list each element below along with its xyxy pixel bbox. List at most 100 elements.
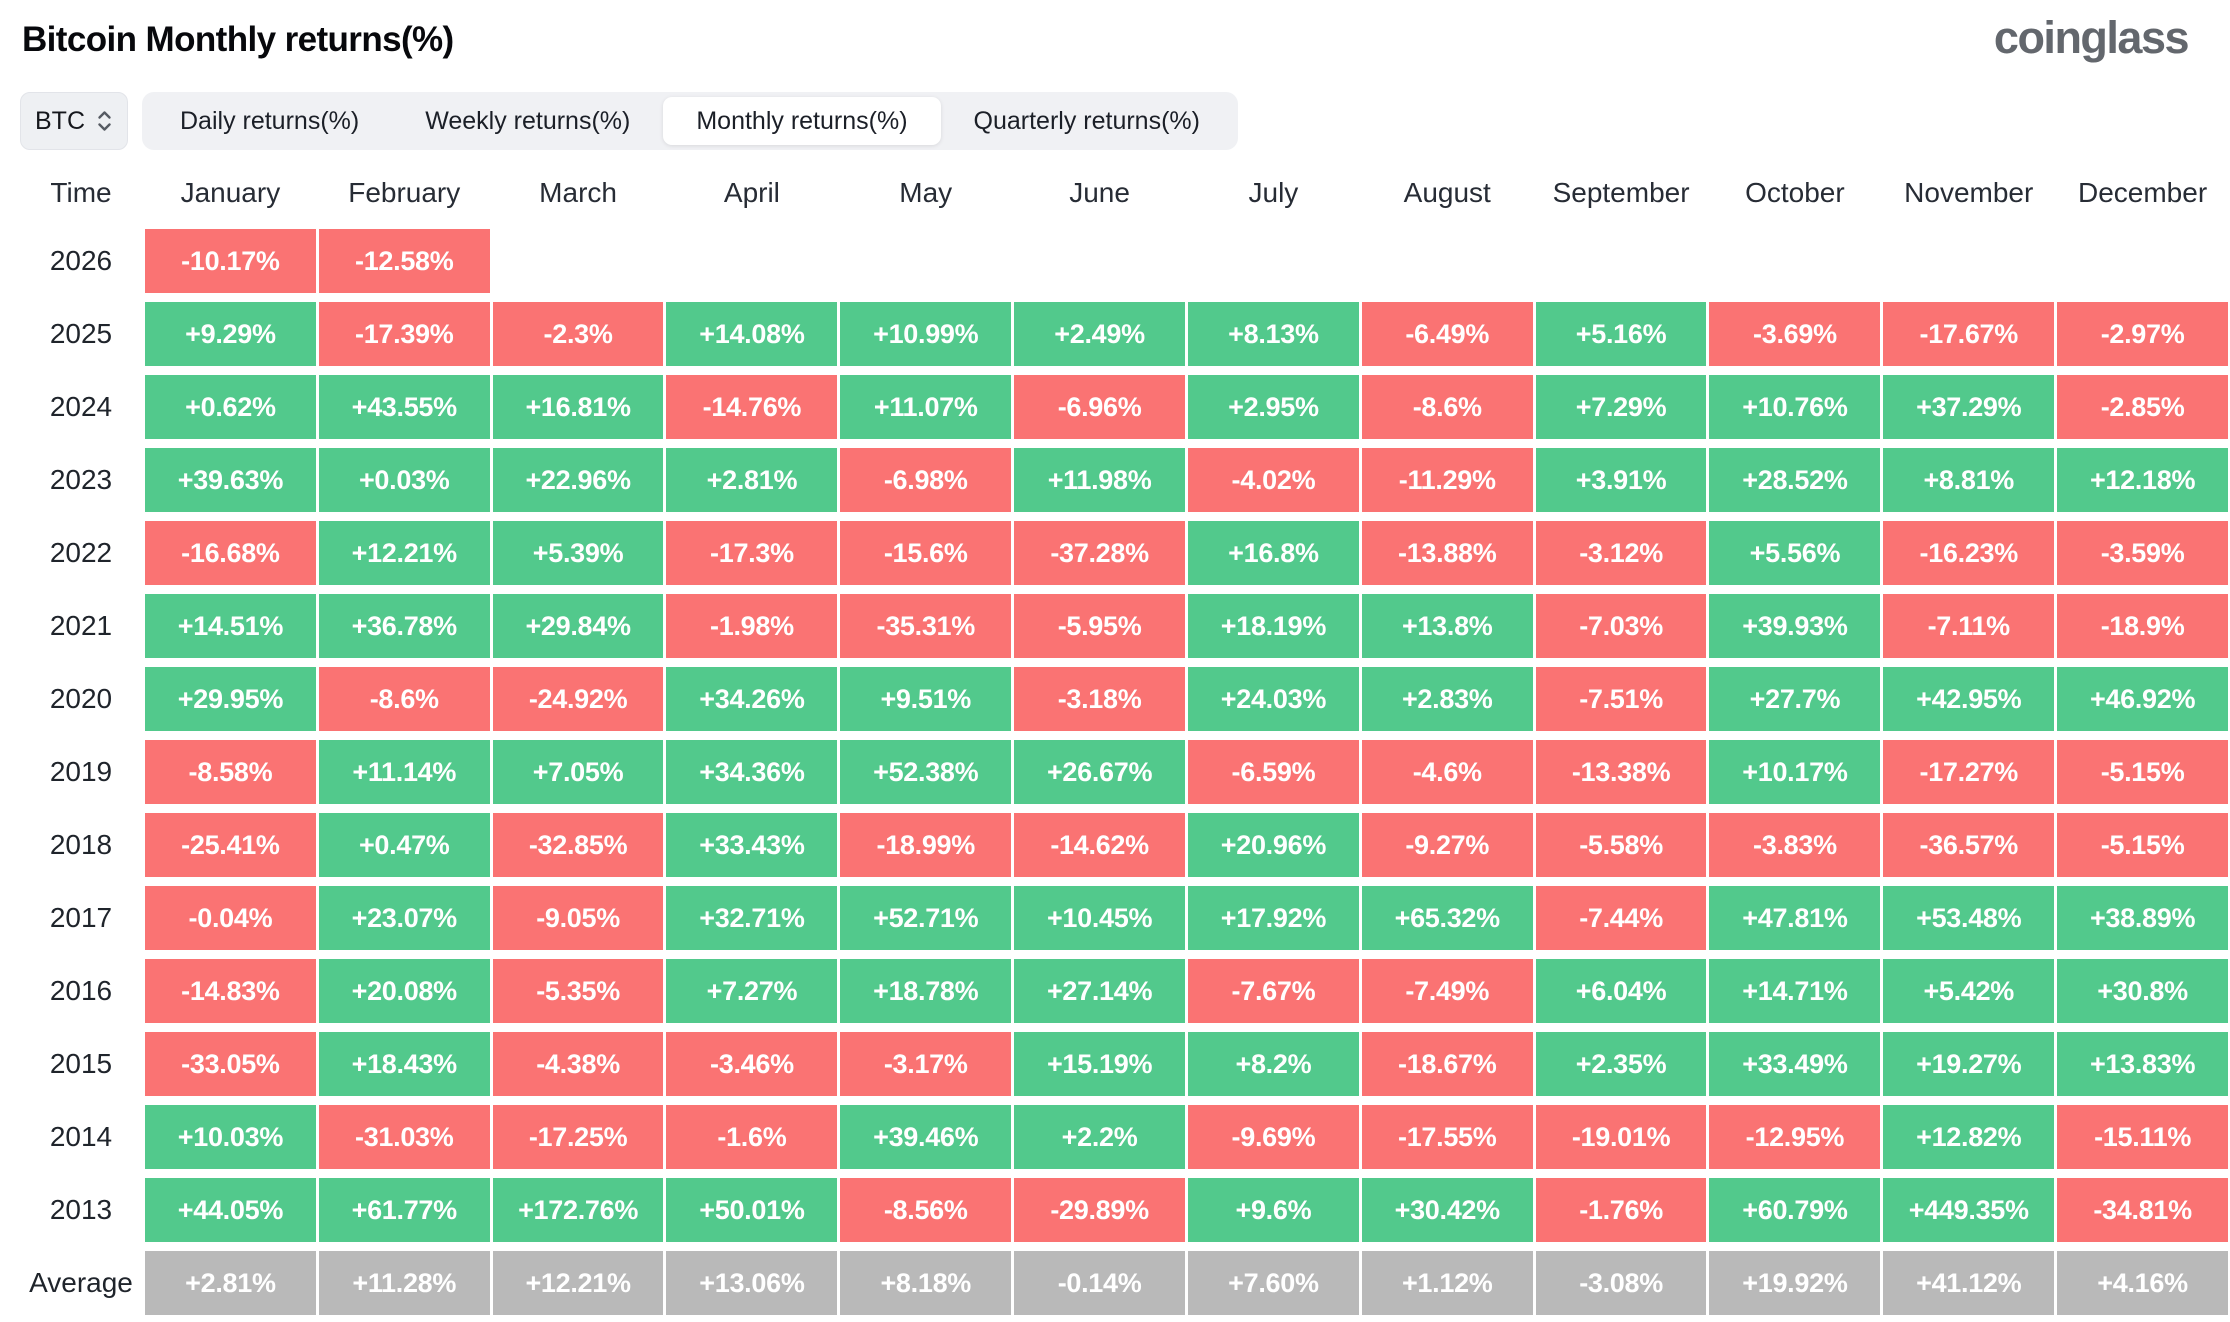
- return-cell: +41.12%: [1883, 1251, 2055, 1315]
- row-label: 2015: [49, 1048, 113, 1079]
- column-header-time: Time: [50, 177, 112, 208]
- return-cell: -9.69%: [1187, 1105, 1359, 1169]
- return-cell: -14.76%: [666, 375, 838, 439]
- return-cell: -4.6%: [1361, 740, 1533, 804]
- return-cell: -9.05%: [492, 886, 664, 950]
- return-cell: +5.16%: [1535, 302, 1707, 366]
- return-cell: -8.6%: [318, 667, 490, 731]
- return-cell: +29.84%: [492, 594, 664, 658]
- column-header-month: January: [180, 177, 281, 208]
- return-cell: +22.96%: [492, 448, 664, 512]
- page-title: Bitcoin Monthly returns(%): [22, 20, 454, 59]
- return-cell: +10.45%: [1014, 886, 1185, 950]
- return-cell: +33.49%: [1709, 1032, 1881, 1096]
- return-cell: -6.49%: [1361, 302, 1533, 366]
- row-label: 2017: [49, 902, 113, 933]
- tab-quarterly-returns[interactable]: Quarterly returns(%): [941, 97, 1233, 145]
- return-cell: +14.71%: [1709, 959, 1881, 1023]
- return-cell: -15.11%: [2057, 1105, 2228, 1169]
- column-header-month: September: [1552, 177, 1690, 208]
- return-cell: -3.59%: [2057, 521, 2228, 585]
- return-cell: +12.21%: [318, 521, 490, 585]
- return-cell: -4.02%: [1187, 448, 1359, 512]
- return-cell: -2.3%: [492, 302, 664, 366]
- return-cell: +6.04%: [1535, 959, 1707, 1023]
- return-cell: +12.82%: [1883, 1105, 2055, 1169]
- return-cell: -3.83%: [1709, 813, 1881, 877]
- return-cell: +19.27%: [1883, 1032, 2055, 1096]
- tab-daily-returns[interactable]: Daily returns(%): [147, 97, 392, 145]
- empty-cell: [1883, 229, 2054, 293]
- return-cell: +44.05%: [145, 1178, 316, 1242]
- return-cell: +8.13%: [1187, 302, 1359, 366]
- return-cell: -5.15%: [2057, 740, 2228, 804]
- empty-cell: [666, 229, 837, 293]
- coin-selector-dropdown[interactable]: BTC: [20, 92, 128, 150]
- column-header-month: July: [1248, 177, 1299, 208]
- return-cell: -7.11%: [1883, 594, 2055, 658]
- return-cell: +12.21%: [492, 1251, 664, 1315]
- return-cell: -17.39%: [318, 302, 490, 366]
- return-cell: -0.14%: [1014, 1251, 1185, 1315]
- return-cell: -16.23%: [1883, 521, 2055, 585]
- return-cell: -3.17%: [840, 1032, 1012, 1096]
- return-cell: +28.52%: [1709, 448, 1881, 512]
- return-cell: -24.92%: [492, 667, 664, 731]
- empty-cell: [1188, 229, 1359, 293]
- return-cell: -15.6%: [840, 521, 1012, 585]
- return-cell: +50.01%: [666, 1178, 838, 1242]
- return-cell: +2.2%: [1014, 1105, 1185, 1169]
- tab-monthly-returns[interactable]: Monthly returns(%): [663, 97, 941, 145]
- return-cell: -34.81%: [2057, 1178, 2228, 1242]
- return-cell: +18.78%: [840, 959, 1012, 1023]
- row-label: 2024: [49, 391, 113, 422]
- column-header-month: March: [539, 177, 617, 208]
- tab-weekly-returns[interactable]: Weekly returns(%): [392, 97, 663, 145]
- return-cell: +10.99%: [840, 302, 1012, 366]
- return-cell: +33.43%: [666, 813, 838, 877]
- return-cell: -18.99%: [840, 813, 1012, 877]
- return-cell: +7.05%: [492, 740, 664, 804]
- return-cell: -10.17%: [145, 229, 316, 293]
- return-cell: -2.85%: [2057, 375, 2228, 439]
- return-cell: -13.88%: [1361, 521, 1533, 585]
- return-cell: +172.76%: [492, 1178, 664, 1242]
- return-cell: -18.9%: [2057, 594, 2228, 658]
- return-cell: +2.83%: [1361, 667, 1533, 731]
- return-cell: +3.91%: [1535, 448, 1707, 512]
- column-header-month: August: [1403, 177, 1491, 208]
- column-header-month: December: [2077, 177, 2208, 208]
- return-cell: +4.16%: [2057, 1251, 2228, 1315]
- return-cell: +2.81%: [145, 1251, 316, 1315]
- return-cell: +14.08%: [666, 302, 838, 366]
- return-cell: +0.03%: [318, 448, 490, 512]
- return-cell: +7.27%: [666, 959, 838, 1023]
- top-bar: Bitcoin Monthly returns(%) coinglass: [20, 10, 2230, 86]
- return-cell: +10.17%: [1709, 740, 1881, 804]
- return-cell: +20.96%: [1187, 813, 1359, 877]
- return-cell: -5.95%: [1014, 594, 1185, 658]
- return-cell: +11.07%: [840, 375, 1012, 439]
- return-cell: -16.68%: [145, 521, 316, 585]
- return-cell: +9.6%: [1187, 1178, 1359, 1242]
- return-cell: -5.15%: [2057, 813, 2228, 877]
- return-cell: +13.83%: [2057, 1032, 2228, 1096]
- row-label: 2020: [49, 683, 113, 714]
- return-cell: +15.19%: [1014, 1032, 1185, 1096]
- return-cell: +39.46%: [840, 1105, 1012, 1169]
- return-cell: +20.08%: [318, 959, 490, 1023]
- column-header-month: October: [1745, 177, 1845, 208]
- return-cell: +8.81%: [1883, 448, 2055, 512]
- return-cell: +19.92%: [1709, 1251, 1881, 1315]
- return-cell: -8.6%: [1361, 375, 1533, 439]
- empty-cell: [2057, 229, 2228, 293]
- return-cell: +39.63%: [145, 448, 316, 512]
- row-label: 2021: [49, 610, 113, 641]
- return-cell: -6.59%: [1187, 740, 1359, 804]
- empty-cell: [840, 229, 1011, 293]
- return-cell: -12.58%: [318, 229, 490, 293]
- return-cell: -3.08%: [1535, 1251, 1707, 1315]
- return-cell: +37.29%: [1883, 375, 2055, 439]
- return-cell: -3.69%: [1709, 302, 1881, 366]
- column-header-month: May: [899, 177, 953, 208]
